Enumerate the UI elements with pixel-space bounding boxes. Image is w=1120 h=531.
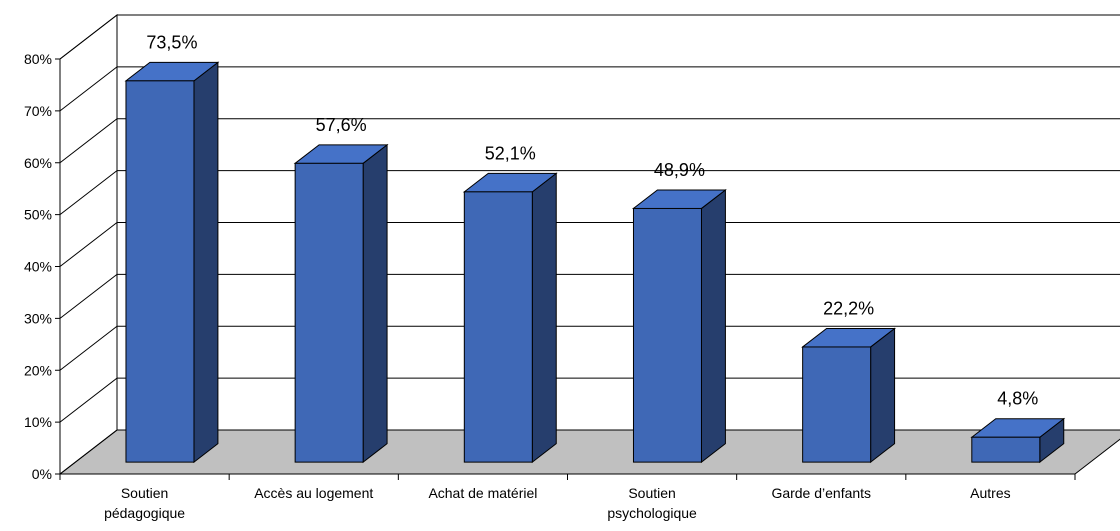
bar	[462, 172, 558, 464]
bar-front	[802, 346, 872, 463]
y-tick-label: 70%	[24, 103, 52, 119]
bar-front	[971, 436, 1041, 463]
grid-line	[59, 14, 118, 60]
x-tick-label: Achat de matériel	[428, 485, 537, 501]
bar-side	[870, 327, 896, 464]
grid-line	[59, 429, 118, 475]
bar-side	[362, 143, 388, 464]
y-tick-label: 80%	[24, 51, 52, 67]
y-tick-label: 40%	[24, 259, 52, 275]
x-tick-label: Accès au logement	[254, 485, 373, 501]
bar-front	[294, 162, 364, 463]
grid-line	[59, 222, 118, 267]
value-label: 22,2%	[823, 298, 874, 318]
bar	[970, 417, 1066, 464]
value-label: 4,8%	[997, 389, 1038, 409]
x-tick-label: Garde d’enfants	[771, 485, 871, 501]
bar-side	[700, 188, 726, 464]
bar	[801, 327, 897, 464]
grid-line	[59, 170, 118, 216]
bar	[632, 188, 727, 464]
value-label: 73,5%	[146, 32, 197, 52]
grid-line	[59, 118, 118, 164]
bar-side	[193, 61, 219, 464]
bar-front	[125, 80, 195, 463]
y-tick-label: 60%	[24, 155, 52, 171]
y-tick-label: 50%	[24, 207, 52, 223]
floor	[58, 429, 1120, 475]
bar	[124, 61, 220, 464]
bar-front	[632, 207, 702, 463]
grid-line	[59, 273, 118, 319]
value-label: 48,9%	[654, 160, 705, 180]
y-tick-label: 0%	[32, 466, 52, 482]
grid-line	[59, 325, 118, 371]
bar-side	[531, 172, 557, 464]
bar	[293, 143, 389, 464]
x-tick-label: Soutien psychologique	[607, 485, 697, 521]
y-tick-label: 10%	[24, 414, 52, 430]
y-tick-label: 30%	[24, 310, 52, 326]
x-tick-label: Autres	[970, 485, 1010, 501]
value-label: 57,6%	[316, 115, 367, 135]
bar-front	[463, 191, 533, 463]
x-tick-label: Soutien pédagogique	[104, 485, 185, 521]
grid-line	[59, 377, 118, 423]
grid-line	[59, 66, 118, 112]
value-label: 52,1%	[485, 143, 536, 163]
y-tick-label: 20%	[24, 362, 52, 378]
